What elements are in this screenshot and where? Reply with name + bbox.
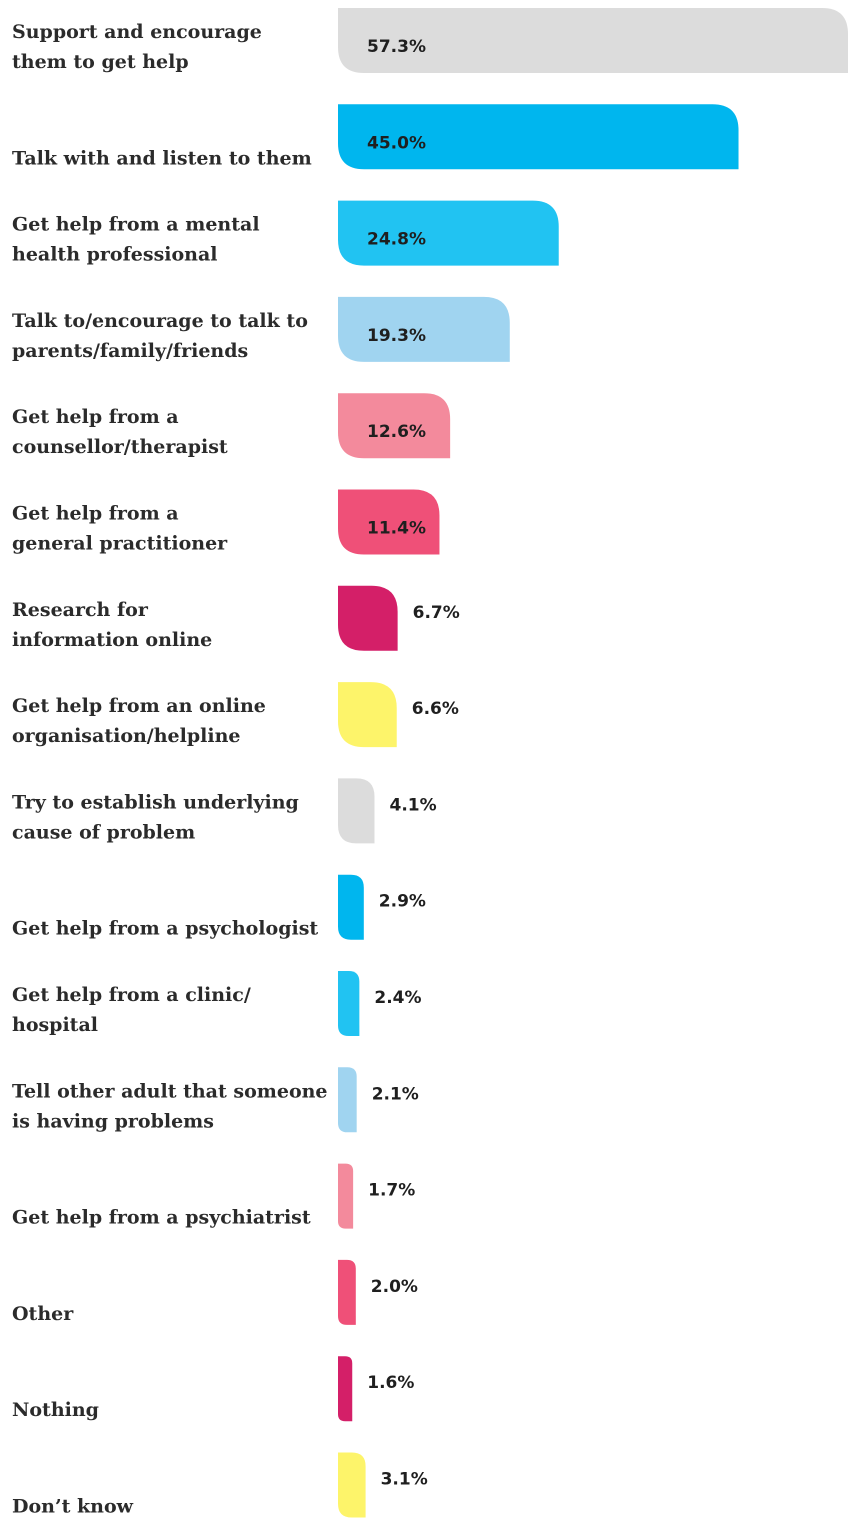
bar: [338, 489, 440, 555]
bar: [338, 682, 397, 748]
bar: [338, 1067, 357, 1133]
value-label: 1.7%: [368, 1181, 415, 1201]
category-label-line: Support and encourage: [12, 21, 262, 43]
category-label-line: Try to establish underlying: [12, 791, 299, 813]
bar: [338, 1356, 353, 1422]
bar: [338, 971, 360, 1036]
category-label: Get help from a psychologist: [12, 918, 318, 940]
category-label-line: Get help from an online: [12, 695, 266, 717]
category-label-line: Talk with and listen to them: [12, 147, 312, 169]
category-label-line: Tell other adult that someone: [12, 1080, 328, 1102]
category-label-line: cause of problem: [12, 821, 195, 843]
category-label-line: Get help from a: [12, 406, 179, 428]
category-label-line: counsellor/therapist: [12, 436, 228, 458]
category-label-line: parents/family/friends: [12, 340, 248, 362]
bar: [338, 393, 451, 459]
value-label: 57.3%: [367, 37, 426, 57]
category-label-line: Other: [12, 1303, 74, 1325]
value-labels: 57.3% 45.0% 24.8% 19.3% 12.6% 11.4% 6.7% 6.6% 4.…: [367, 37, 460, 1490]
value-label: 6.7%: [413, 603, 460, 623]
value-label: 2.4%: [374, 988, 421, 1008]
category-label-line: Get help from a mental: [12, 214, 260, 236]
category-label-line: Talk to/encourage to talk to: [12, 310, 308, 332]
bar: [338, 1452, 366, 1518]
bar: [338, 874, 364, 940]
category-label-line: organisation/helpline: [12, 725, 240, 747]
value-label: 11.4%: [367, 519, 426, 539]
category-label: Nothing: [12, 1399, 99, 1421]
category-label-line: information online: [12, 629, 212, 651]
category-label-line: is having problems: [12, 1110, 214, 1132]
category-label-line: Get help from a: [12, 503, 179, 525]
category-label-line: them to get help: [12, 51, 189, 73]
bar: [338, 200, 559, 266]
category-label-line: Get help from a psychiatrist: [12, 1207, 311, 1229]
category-label: Get help from a mental health professiona…: [12, 214, 260, 266]
category-label: Try to establish underlying cause of prob…: [12, 791, 299, 843]
value-label: 1.6%: [367, 1373, 414, 1393]
value-label: 6.6%: [412, 699, 459, 719]
category-label-line: health professional: [12, 244, 218, 266]
value-label: 2.1%: [372, 1084, 419, 1104]
category-label: Get help from an online organisation/help…: [12, 695, 266, 747]
category-label: Get help from a general practitioner: [12, 503, 228, 555]
value-label: 2.9%: [379, 892, 426, 912]
value-label: 24.8%: [367, 230, 426, 250]
category-label: Other: [12, 1303, 74, 1325]
value-label: 12.6%: [367, 422, 426, 442]
category-label: Get help from a clinic/hospital: [12, 984, 251, 1036]
bar: [338, 104, 739, 170]
bars: [338, 8, 848, 1518]
value-label: 45.0%: [367, 133, 426, 153]
category-label-line: hospital: [12, 1014, 98, 1036]
category-label: Support and encourage them to get help: [12, 21, 262, 73]
category-label-line: Get help from a clinic/: [12, 984, 251, 1006]
bar: [338, 8, 848, 73]
category-label-line: general practitioner: [12, 533, 228, 555]
value-label: 19.3%: [367, 326, 426, 346]
bar: [338, 585, 398, 651]
value-label: 2.0%: [371, 1277, 418, 1297]
value-label: 4.1%: [389, 795, 436, 815]
category-label: Don’t know: [12, 1496, 134, 1518]
value-label: 3.1%: [381, 1470, 428, 1490]
category-label-line: Get help from a psychologist: [12, 918, 318, 940]
bar: [338, 296, 510, 362]
category-label-line: Research for: [12, 599, 149, 621]
category-label: Get help from a psychiatrist: [12, 1207, 311, 1229]
category-label: Get help from a counsellor/therapist: [12, 406, 228, 458]
category-label: Talk with and listen to them: [12, 147, 312, 169]
bar: [338, 778, 375, 844]
bar: [338, 1163, 354, 1229]
category-label: Research for information online: [12, 599, 212, 651]
category-label-line: Nothing: [12, 1399, 99, 1421]
bar: [338, 1259, 356, 1325]
category-label: Tell other adult that someone is having p…: [12, 1080, 328, 1132]
category-label-line: Don’t know: [12, 1496, 134, 1518]
category-labels: Support and encourage them to get help Tal…: [12, 21, 328, 1518]
category-label: Talk to/encourage to talk to parents/fami…: [12, 310, 308, 362]
